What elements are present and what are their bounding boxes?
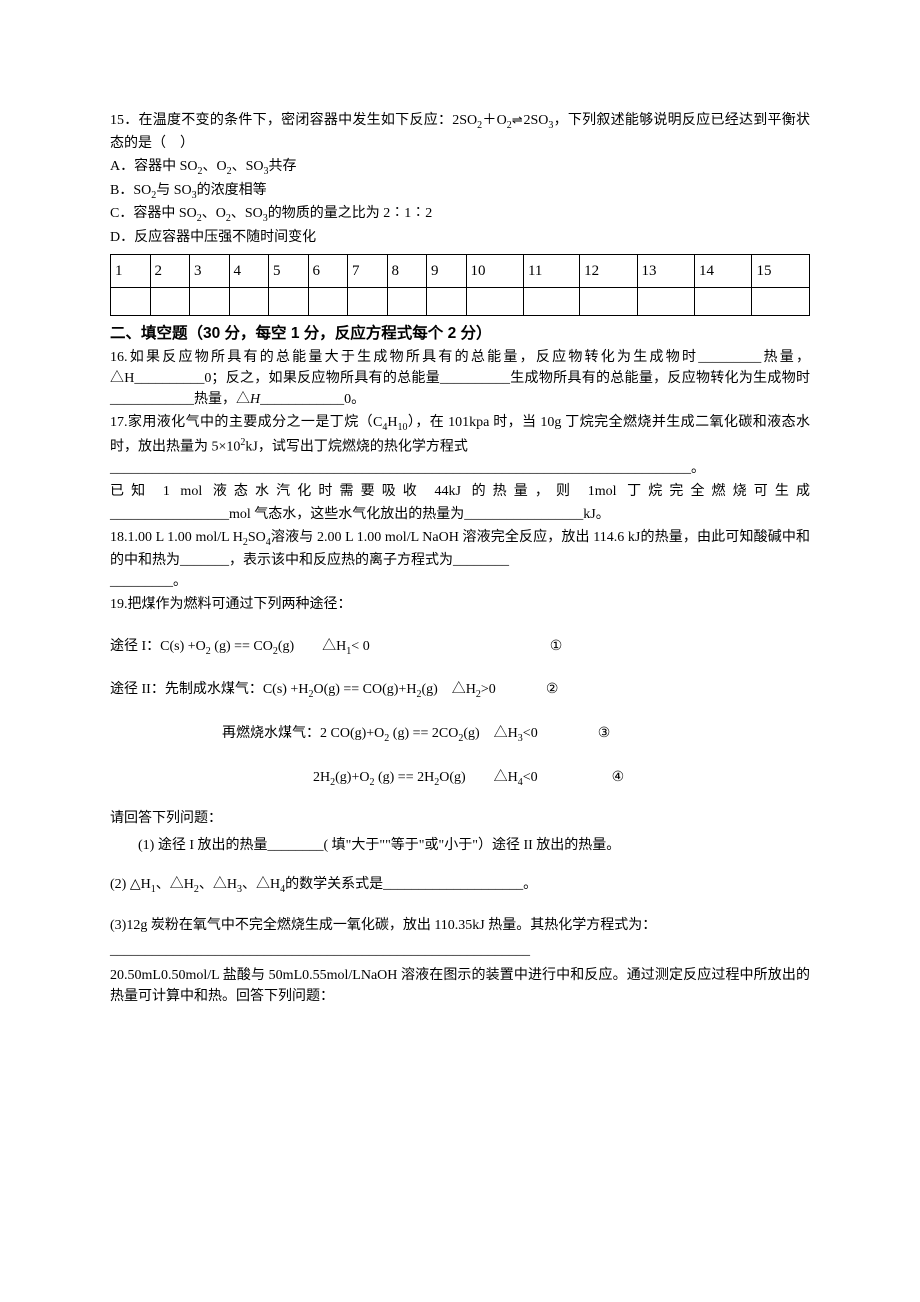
q19-route3: 再燃烧水煤气：2 CO(g)+O2 (g) == 2CO2(g) △H3<0③: [110, 722, 810, 746]
table-header-row: 1 2 3 4 5 6 7 8 9 10 11 12 13 14 15: [111, 254, 810, 288]
q19-sub2: (2) △H1、△H2、△H3、△H4的数学关系式是______________…: [110, 874, 810, 897]
q19-ask: 请回答下列问题：: [110, 808, 810, 829]
q15-option-a: A．容器中 SO2、O2、SO3共存: [110, 156, 810, 180]
table-cell: 12: [580, 254, 637, 288]
table-empty-row: [111, 288, 810, 316]
q15-option-c: C．容器中 SO2、O2、SO3的物质的量之比为 2∶1∶2: [110, 203, 810, 227]
table-cell: 5: [269, 254, 309, 288]
q15-option-b: B．SO2与 SO3的浓度相等: [110, 180, 810, 204]
q19-sub3: (3)12g 炭粉在氧气中不完全燃烧生成一氧化碳，放出 110.35kJ 热量。…: [110, 915, 810, 936]
question-15: 15．在温度不变的条件下，密闭容器中发生如下反应：2SO2＋O2⇌ 2SO3，下…: [110, 110, 810, 154]
table-cell: 2: [150, 254, 190, 288]
table-cell: 6: [308, 254, 348, 288]
q19-sub3-blank: ________________________________________…: [110, 940, 810, 961]
q15-stem: 15．在温度不变的条件下，密闭容器中发生如下反应：2SO2＋O2⇌ 2SO3，下…: [110, 113, 810, 151]
question-17-line2: 已知 1 mol 液态水汽化时需要吸收 44kJ 的热量，则 1mol 丁烷完全…: [110, 481, 810, 502]
answer-table: 1 2 3 4 5 6 7 8 9 10 11 12 13 14 15: [110, 254, 810, 317]
table-cell: 9: [427, 254, 467, 288]
question-18: 18.1.00 L 1.00 mol/L H2SO4溶液与 2.00 L 1.0…: [110, 527, 810, 592]
table-cell: 11: [523, 254, 579, 288]
q19-route1: 途径 I：C(s) +O2 (g) == CO2(g) △H1< 0①: [110, 635, 810, 659]
q19-sub1: (1) 途径 I 放出的热量________( 填"大于""等于"或"小于"）途…: [110, 835, 810, 856]
table-cell: 7: [348, 254, 388, 288]
table-cell: 3: [190, 254, 230, 288]
table-cell: 8: [387, 254, 427, 288]
question-17: 17.家用液化气中的主要成分之一是丁烷（C4H10），在 101kpa 时，当 …: [110, 412, 810, 478]
question-19-intro: 19.把煤作为燃料可通过下列两种途径：: [110, 594, 810, 615]
q15-option-d: D．反应容器中压强不随时间变化: [110, 227, 810, 249]
q19-route2: 途径 II：先制成水煤气：C(s) +H2O(g) == CO(g)+H2(g)…: [110, 678, 810, 702]
question-16: 16.如果反应物所具有的总能量大于生成物所具有的总能量，反应物转化为生成物时__…: [110, 347, 810, 410]
question-20: 20.50mL0.50mol/L 盐酸与 50mL0.55mol/LNaOH 溶…: [110, 965, 810, 1007]
table-cell: 13: [637, 254, 694, 288]
q19-route4: 2H2(g)+O2 (g) == 2H2O(g) △H4<0④: [110, 766, 810, 790]
table-cell: 10: [466, 254, 523, 288]
table-cell: 15: [752, 254, 810, 288]
table-cell: 14: [695, 254, 752, 288]
section-2-title: 二、填空题（30 分，每空 1 分，反应方程式每个 2 分）: [110, 322, 810, 345]
table-cell: 4: [229, 254, 269, 288]
table-cell: 1: [111, 254, 151, 288]
question-17-line3: _________________mol 气态水，这些水气化放出的热量为____…: [110, 504, 810, 525]
